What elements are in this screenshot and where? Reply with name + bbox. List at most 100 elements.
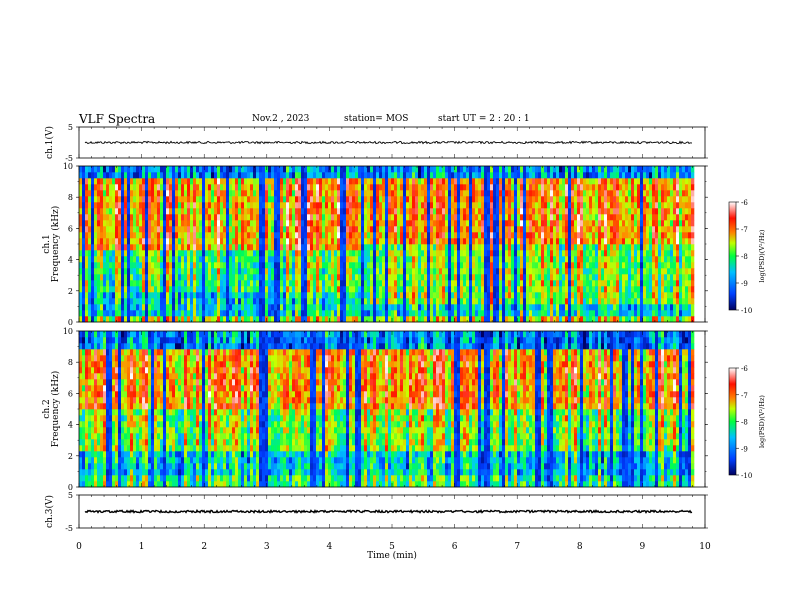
spectrogram-cell	[322, 172, 326, 179]
spectrogram-cell	[283, 286, 287, 293]
spectrogram-cell	[112, 196, 116, 203]
spectrogram-cell	[346, 304, 350, 311]
spectrogram-cell	[187, 262, 191, 269]
spectrogram-cell	[496, 166, 500, 173]
spectrogram-cell	[538, 220, 542, 227]
spectrogram-cell	[583, 238, 587, 245]
spectrogram-cell	[406, 190, 410, 197]
spectrogram-cell	[274, 238, 278, 245]
spectrogram-cell	[193, 226, 197, 233]
spectrogram-cell	[550, 262, 554, 269]
spectrogram-cell	[538, 226, 542, 233]
spectrogram-cell	[259, 214, 263, 221]
spectrogram-cell	[631, 190, 635, 197]
spectrogram-cell	[373, 220, 377, 227]
spectrogram-cell	[403, 190, 407, 197]
spectrogram-cell	[415, 304, 419, 311]
spectrogram-cell	[367, 166, 371, 173]
spectrogram-cell	[406, 274, 410, 281]
spectrogram-cell	[424, 208, 428, 215]
spectrogram-cell	[634, 286, 638, 293]
spectrogram-cell	[124, 184, 128, 191]
spectrogram-cell	[265, 274, 269, 281]
spectrogram-cell	[196, 256, 200, 263]
spectrogram-cell	[421, 262, 425, 269]
spectrogram-cell	[88, 232, 92, 239]
spectrogram-cell	[172, 166, 176, 173]
spectrogram-cell	[529, 316, 533, 323]
spectrogram-cell	[307, 268, 311, 275]
spectrogram-cell	[88, 190, 92, 197]
spectrogram-cell	[118, 304, 122, 311]
spectrogram-cell	[421, 202, 425, 209]
spectrogram-cell	[88, 178, 92, 185]
spectrogram-cell	[538, 280, 542, 287]
spectrogram-cell	[589, 184, 593, 191]
spectrogram-cell	[406, 280, 410, 287]
spectrogram-cell	[274, 274, 278, 281]
spectrogram-cell	[232, 280, 236, 287]
spectrogram-cell	[178, 298, 182, 305]
spectrogram-cell	[352, 262, 356, 269]
spectrogram-cell	[169, 244, 173, 251]
spectrogram-cell	[82, 172, 86, 179]
spectrogram-cell	[259, 208, 263, 215]
spectrogram-cell	[502, 214, 506, 221]
spectrogram-cell	[166, 202, 170, 209]
spectrogram-cell	[385, 250, 389, 257]
spectrogram-cell	[445, 238, 449, 245]
spectrogram-cell	[121, 292, 125, 299]
spectrogram-cell	[556, 274, 560, 281]
spectrogram-cell	[448, 292, 452, 299]
spectrogram-cell	[574, 292, 578, 299]
spectrogram-cell	[79, 262, 83, 269]
spectrogram-cell	[181, 244, 185, 251]
spectrogram-cell	[373, 214, 377, 221]
spectrogram-cell	[436, 268, 440, 275]
spectrogram-cell	[616, 310, 620, 317]
spectrogram-cell	[502, 166, 506, 173]
spectrogram-cell	[232, 232, 236, 239]
spectrogram-cell	[307, 280, 311, 287]
spectrogram-cell	[217, 286, 221, 293]
spectrogram-cell	[283, 220, 287, 227]
spectrogram-cell	[316, 268, 320, 275]
spectrogram-cell	[259, 298, 263, 305]
spectrogram-cell	[538, 316, 542, 323]
spectrogram-cell	[457, 286, 461, 293]
spectrogram-cell	[427, 202, 431, 209]
spectrogram-cell	[250, 196, 254, 203]
spectrogram-cell	[256, 244, 260, 251]
spectrogram-cell	[193, 178, 197, 185]
spectrogram-cell	[583, 310, 587, 317]
spectrogram-cell	[349, 214, 353, 221]
spectrogram-cell	[136, 244, 140, 251]
spectrogram-cell	[640, 292, 644, 299]
spectrogram-cell	[286, 220, 290, 227]
spectrogram-cell	[364, 250, 368, 257]
spectrogram-cell	[133, 298, 137, 305]
spectrogram-cell	[460, 256, 464, 263]
spectrogram-cell	[538, 208, 542, 215]
spectrogram-cell	[301, 304, 305, 311]
spectrogram-cell	[283, 238, 287, 245]
spectrogram-cell	[343, 250, 347, 257]
spectrogram-cell	[601, 214, 605, 221]
spectrogram-cell	[172, 196, 176, 203]
spectrogram-cell	[241, 256, 245, 263]
spectrogram-cell	[445, 256, 449, 263]
spectrogram-cell	[232, 184, 236, 191]
spectrogram-cell	[100, 226, 104, 233]
spectrogram-cell	[523, 250, 527, 257]
spectrogram-cell	[556, 304, 560, 311]
spectrogram-cell	[463, 226, 467, 233]
spectrogram-cell	[481, 310, 485, 317]
spectrogram-cell	[583, 262, 587, 269]
spectrogram-cell	[217, 226, 221, 233]
spectrogram-cell	[238, 220, 242, 227]
spectrogram-cell	[364, 310, 368, 317]
spectrogram-cell	[370, 208, 374, 215]
spectrogram-cell	[229, 166, 233, 173]
spectrogram-cell	[436, 196, 440, 203]
spectrogram-cell	[580, 304, 584, 311]
